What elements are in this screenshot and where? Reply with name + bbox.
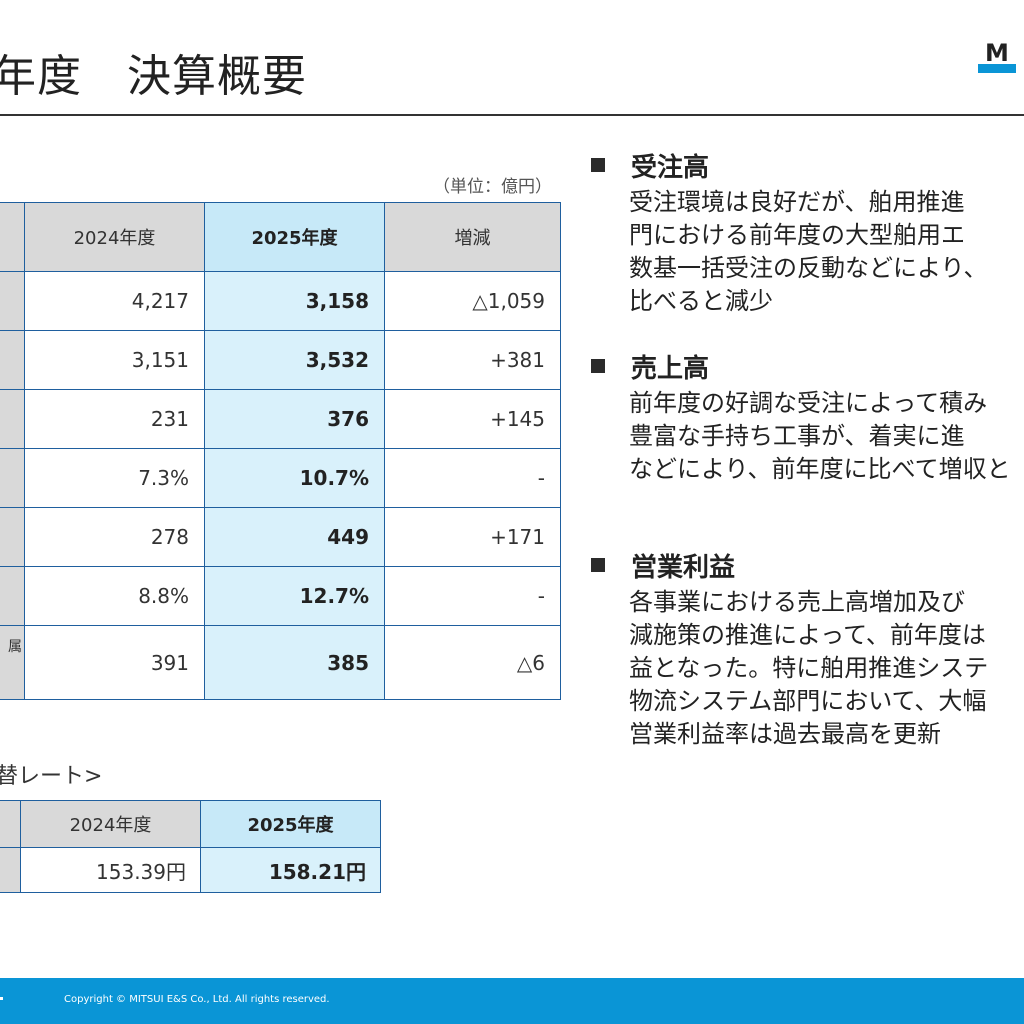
cell-2024: 278 — [24, 507, 205, 567]
cell-2025: 12.7% — [204, 566, 385, 626]
section-heading: 営業利益 — [588, 548, 1024, 583]
logo-letter: M — [985, 40, 1009, 67]
cell-2024: 8.8% — [24, 566, 205, 626]
footer-bar: Copyright © MITSUI E&S Co., Ltd. All rig… — [0, 978, 1024, 1024]
cell-2024: 231 — [24, 389, 205, 449]
col-header-2024: 2024年度 — [24, 202, 205, 272]
fx-rate-table: 2024年度 2025年度 153.39円 158.21円 — [0, 800, 381, 893]
fx-header-row: 2024年度 2025年度 — [0, 800, 381, 848]
cell-2025: 3,532 — [204, 330, 385, 390]
square-bullet-icon — [591, 359, 605, 373]
fx-col-header-2025: 2025年度 — [200, 800, 381, 848]
title-divider — [0, 114, 1024, 116]
section-body: 受注環境は良好だが、舶用推進 門における前年度の大型舶用エ 数基一括受注の反動な… — [629, 186, 1024, 318]
table-row: 8.8% 12.7% - — [0, 566, 561, 626]
row-label — [0, 566, 25, 626]
fx-cell-2025: 158.21円 — [200, 847, 381, 893]
fx-col-header-2024: 2024年度 — [20, 800, 201, 848]
table-row: 231 376 +145 — [0, 389, 561, 449]
section-heading-text: 営業利益 — [631, 552, 736, 583]
row-label — [0, 271, 25, 331]
section-heading: 受注高 — [588, 148, 1024, 183]
table-row: 4,217 3,158 △1,059 — [0, 271, 561, 331]
body-line: 物流システム部門において、大幅 — [629, 687, 987, 715]
cell-2024: 391 — [24, 625, 205, 700]
cell-2024: 7.3% — [24, 448, 205, 508]
body-line: などにより、前年度に比べて増収と — [629, 455, 1011, 483]
body-line: 前年度の好調な受注によって積み — [629, 389, 988, 417]
body-line: 豊富な手持ち工事が、着実に進 — [629, 422, 965, 450]
square-bullet-icon — [591, 558, 605, 572]
section-heading-text: 受注高 — [631, 152, 710, 183]
cell-change: △6 — [384, 625, 561, 700]
body-line: 比べると減少 — [629, 287, 773, 315]
row-label: 属 — [0, 625, 25, 700]
cell-change: +381 — [384, 330, 561, 390]
section-body: 各事業における売上高増加及び 減施策の推進によって、前年度は 益となった。特に舶… — [629, 586, 1024, 751]
body-line: 数基一括受注の反動などにより、 — [629, 254, 988, 282]
unit-label: （単位：億円） — [433, 177, 552, 197]
section-operating-profit: 営業利益 各事業における売上高増加及び 減施策の推進によって、前年度は 益となっ… — [588, 548, 1024, 751]
section-orders: 受注高 受注環境は良好だが、舶用推進 門における前年度の大型舶用エ 数基一括受注… — [588, 148, 1024, 318]
cell-2025: 385 — [204, 625, 385, 700]
cell-change: - — [384, 448, 561, 508]
cell-change: +145 — [384, 389, 561, 449]
fx-row-label — [0, 847, 21, 893]
section-heading: 売上高 — [588, 349, 1024, 384]
body-line: 受注環境は良好だが、舶用推進 — [629, 188, 965, 216]
fx-cell-2024: 153.39円 — [20, 847, 201, 893]
body-line: 減施策の推進によって、前年度は — [629, 621, 986, 649]
footer-dot — [0, 997, 3, 1000]
section-sales: 売上高 前年度の好調な受注によって積み 豊富な手持ち工事が、着実に進 などにより… — [588, 349, 1024, 486]
cell-2025: 3,158 — [204, 271, 385, 331]
copyright-text: Copyright © MITSUI E&S Co., Ltd. All rig… — [64, 994, 330, 1005]
fx-row: 153.39円 158.21円 — [0, 847, 381, 893]
square-bullet-icon — [591, 158, 605, 172]
row-label-header — [0, 202, 25, 272]
company-logo: M — [978, 40, 1016, 73]
table-header-row: 2024年度 2025年度 増減 — [0, 202, 561, 272]
body-line: 益となった。特に舶用推進システ — [629, 654, 989, 682]
cell-change: - — [384, 566, 561, 626]
cell-change: +171 — [384, 507, 561, 567]
row-label — [0, 330, 25, 390]
body-line: 各事業における売上高増加及び — [629, 588, 965, 616]
table-row: 属 391 385 △6 — [0, 625, 561, 700]
cell-2025: 10.7% — [204, 448, 385, 508]
row-label — [0, 507, 25, 567]
section-body: 前年度の好調な受注によって積み 豊富な手持ち工事が、着実に進 などにより、前年度… — [629, 387, 1024, 486]
cell-change: △1,059 — [384, 271, 561, 331]
cell-2024: 3,151 — [24, 330, 205, 390]
table-row: 3,151 3,532 +381 — [0, 330, 561, 390]
fx-row-label-header — [0, 800, 21, 848]
results-table: 2024年度 2025年度 増減 4,217 3,158 △1,059 3,15… — [0, 202, 561, 700]
body-line: 営業利益率は過去最高を更新 — [629, 720, 941, 748]
page-title: 年度 決算概要 — [0, 51, 307, 102]
table-row: 7.3% 10.7% - — [0, 448, 561, 508]
cell-2025: 449 — [204, 507, 385, 567]
table-row: 278 449 +171 — [0, 507, 561, 567]
cell-2024: 4,217 — [24, 271, 205, 331]
col-header-2025: 2025年度 — [204, 202, 385, 272]
body-line: 門における前年度の大型舶用エ — [629, 221, 965, 249]
col-header-change: 増減 — [384, 202, 561, 272]
fx-rate-caption: 替レート> — [0, 764, 103, 789]
cell-2025: 376 — [204, 389, 385, 449]
row-label — [0, 448, 25, 508]
row-label — [0, 389, 25, 449]
section-heading-text: 売上高 — [631, 353, 710, 384]
